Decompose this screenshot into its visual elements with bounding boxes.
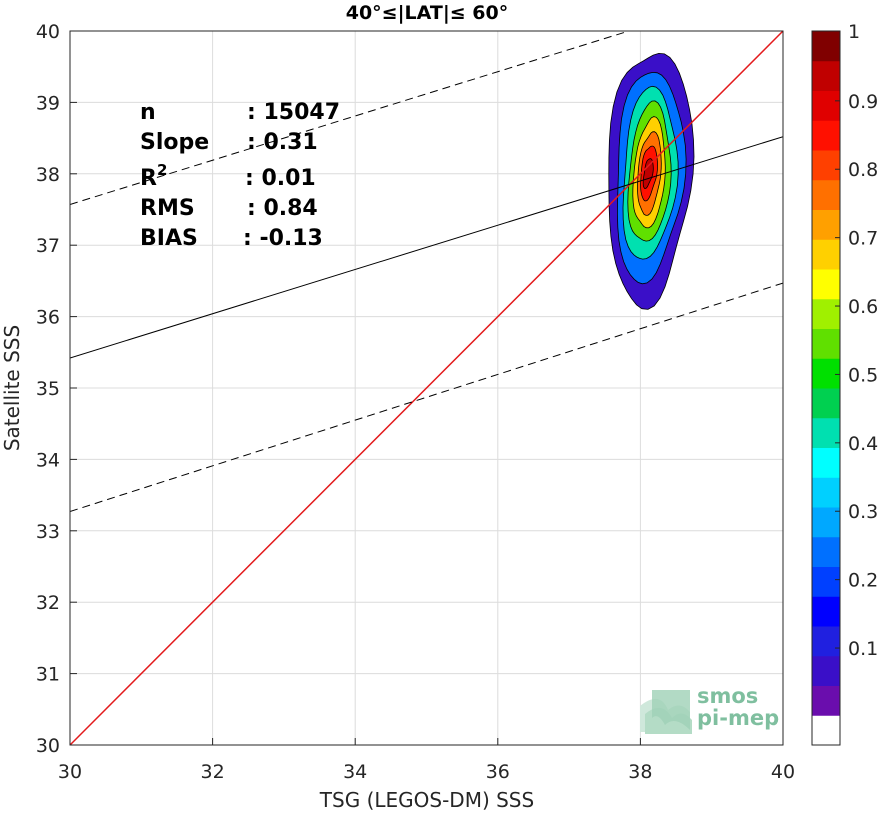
x-tick-label-5: 40 (771, 761, 795, 783)
colorbar-segment-21 (812, 90, 840, 121)
y-axis-ticks: 30 31 32 33 34 35 36 37 38 39 40 (36, 21, 77, 757)
colorbar-segment-7 (812, 507, 840, 538)
stat-key-1: Slope (140, 130, 209, 155)
colorbar-segment-12 (812, 358, 840, 389)
y-tick-label-9: 39 (36, 92, 60, 114)
logo-wave-icon (640, 690, 692, 734)
stat-key-sup: 2 (157, 161, 167, 179)
logo-line1: smos (697, 684, 758, 708)
colorbar-segment-5 (812, 566, 840, 597)
colorbar-frame (811, 30, 841, 746)
x-tick-label-4: 38 (628, 761, 652, 783)
logo-line2: pi-mep (697, 706, 779, 730)
y-tick-label-1: 31 (36, 664, 60, 686)
colorbar-segment-14 (812, 298, 840, 329)
x-axis-ticks: 30 32 34 36 38 40 (58, 738, 795, 783)
lower-bound-line (70, 282, 783, 512)
colorbar-tick-label-4: 0.5 (848, 364, 878, 386)
x-tick-label-3: 36 (486, 761, 510, 783)
y-tick-label-8: 38 (36, 164, 60, 186)
colorbar-segment-17 (812, 209, 840, 240)
stat-value-1: : 0.31 (247, 130, 318, 155)
y-tick-label-2: 32 (36, 592, 60, 614)
smos-pi-mep-logo: smos pi-mep (640, 684, 779, 734)
upper-bound-line (70, 31, 631, 205)
colorbar-tick-label-6: 0.7 (848, 228, 878, 250)
stat-key-4: BIAS (140, 226, 198, 251)
contour-level-7 (642, 158, 654, 190)
y-tick-label-4: 34 (36, 449, 60, 471)
colorbar-tick-label-9: 1 (848, 21, 860, 43)
stat-value-3: : 0.84 (247, 196, 318, 221)
colorbar-segment-4 (812, 596, 840, 627)
colorbar-segment-16 (812, 239, 840, 270)
colorbar-segment-3 (812, 626, 840, 657)
colorbar-segment-22 (812, 60, 840, 91)
colorbar-segment-6 (812, 536, 840, 567)
colorbar: 0.1 0.2 0.3 0.4 0.5 0.6 0.7 0.8 0.9 1 (811, 21, 878, 746)
fit-line (70, 136, 783, 359)
colorbar-segment-8 (812, 477, 840, 508)
y-tick-label-10: 40 (36, 21, 60, 43)
colorbar-tick-label-5: 0.6 (848, 296, 878, 318)
y-tick-label-7: 37 (36, 235, 60, 257)
colorbar-segment-15 (812, 269, 840, 300)
colorbar-tick-label-8: 0.9 (848, 91, 878, 113)
density-contours (608, 52, 695, 310)
stat-value-2: : 0.01 (245, 166, 316, 191)
x-axis-label: TSG (LEGOS-DM) SSS (319, 788, 534, 812)
colorbar-segment-23 (812, 31, 840, 62)
y-axis-label: Satellite SSS (0, 325, 24, 451)
x-tick-label-1: 32 (201, 761, 225, 783)
regression-lines (70, 31, 783, 745)
colorbar-segment-13 (812, 328, 840, 359)
grid-lines (69, 30, 784, 746)
y-tick-label-3: 33 (36, 521, 60, 543)
colorbar-tick-label-1: 0.2 (848, 570, 878, 592)
colorbar-segment-10 (812, 417, 840, 448)
colorbar-tick-label-3: 0.4 (848, 433, 878, 455)
colorbar-segment-0 (812, 715, 840, 746)
colorbar-tick-label-7: 0.8 (848, 159, 878, 181)
stat-value-4: : -0.13 (243, 226, 323, 251)
chart-title: 40°≤|LAT|≤ 60° (346, 2, 509, 24)
colorbar-segment-20 (812, 120, 840, 151)
stat-value-0: : 15047 (247, 100, 340, 125)
colorbar-tick-label-2: 0.3 (848, 501, 878, 523)
identity-line (70, 31, 783, 745)
y-tick-label-5: 35 (36, 378, 60, 400)
x-tick-label-0: 30 (58, 761, 82, 783)
y-tick-label-6: 36 (36, 307, 60, 329)
colorbar-segment-18 (812, 179, 840, 210)
stat-key-3: RMS (140, 196, 195, 221)
y-tick-label-0: 30 (36, 735, 60, 757)
colorbar-segment-11 (812, 388, 840, 419)
colorbar-segment-19 (812, 150, 840, 181)
colorbar-tick-label-0: 0.1 (848, 638, 878, 660)
colorbar-segment-2 (812, 655, 840, 686)
x-tick-label-2: 34 (343, 761, 367, 783)
stat-key-0: n (140, 100, 156, 125)
colorbar-segment-1 (812, 685, 840, 716)
colorbar-segment-9 (812, 447, 840, 478)
